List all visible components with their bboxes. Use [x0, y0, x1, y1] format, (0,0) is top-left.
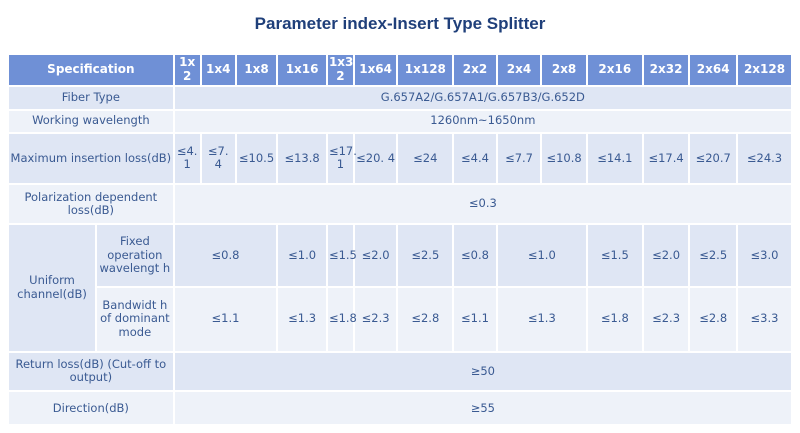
header-cell: 1x3 2: [325, 52, 355, 88]
table-row: Working wavelength 1260nm~1650nm: [7, 108, 794, 134]
header-cell: 2x32: [641, 52, 691, 88]
row-label: Return loss(dB) (Cut-off to output): [7, 350, 175, 393]
table-cell: 1260nm~1650nm: [172, 108, 794, 134]
table-cell: ≤24: [396, 131, 455, 185]
table-row: Uniform channel(dB) Fixed operation wave…: [6, 222, 793, 353]
header-cell: 2x8: [540, 52, 588, 88]
table-cell: ≤2.8: [688, 285, 739, 353]
sub-row-label: Fixed operation wavelengt h: [95, 222, 175, 288]
table-cell: ≤14.1: [585, 131, 644, 185]
header-cell: 1x128: [396, 52, 455, 88]
table-cell: ≤1.0: [276, 222, 328, 288]
table-cell: ≤7. 4: [199, 131, 237, 185]
header-cell: 2x4: [495, 52, 543, 88]
table-cell: ≤1.8: [585, 285, 644, 353]
header-cell: 1x16: [276, 52, 328, 88]
table-row: Fiber Type G.657A2/G.657A1/G.657B3/G.652…: [7, 85, 794, 111]
table-cell: ≤0.3: [172, 182, 794, 225]
table-cell: ≤17. 1: [325, 131, 357, 185]
row-label: Polarization dependent loss(dB): [7, 182, 175, 225]
spec-table: Specification 1x 2 1x4 1x8 1x16 1x3 2 1x…: [6, 52, 794, 426]
table-cell: ≤1.3: [276, 285, 328, 353]
header-cell: 2x128: [736, 52, 793, 88]
table-row: Polarization dependent loss(dB) ≤0.3: [7, 182, 794, 225]
table-cell: ≤10.8: [540, 131, 588, 185]
table-cell: ≤17.4: [641, 131, 691, 185]
table-cell: ≤24.3: [736, 131, 793, 185]
header-cell: 1x64: [352, 52, 399, 88]
row-label: Direction(dB): [7, 390, 175, 426]
table-cell: ≥50: [172, 350, 794, 393]
header-cell: Specification: [7, 52, 175, 88]
header-cell: 1x8: [234, 52, 279, 88]
row-label: Uniform channel(dB): [6, 222, 98, 353]
table-cell: ≤2.8: [396, 285, 455, 353]
table-cell: ≤2.3: [352, 285, 399, 353]
table-cell: ≤1.5: [585, 222, 644, 288]
table-cell: ≤2.5: [396, 222, 455, 288]
table-cell: ≤1.0: [495, 222, 588, 288]
table-cell: ≤2.0: [641, 222, 691, 288]
table-cell: ≤3.0: [736, 222, 793, 288]
table-cell: ≤2.0: [352, 222, 399, 288]
table-cell: ≤0.8: [452, 222, 498, 288]
table-row: Maximum insertion loss(dB) ≤4. 1 ≤7. 4 ≤…: [7, 131, 793, 185]
table-cell: G.657A2/G.657A1/G.657B3/G.652D: [172, 85, 794, 111]
header-cell: 2x16: [585, 52, 644, 88]
table-cell: ≤20. 4: [352, 131, 399, 185]
table-row: Return loss(dB) (Cut-off to output) ≥50: [7, 350, 794, 393]
table-cell: ≥55: [172, 390, 794, 426]
header-cell: 1x4: [199, 52, 237, 88]
table-cell: ≤1.3: [495, 285, 588, 353]
table-cell: ≤1.8: [325, 285, 357, 353]
header-cell: 1x 2: [172, 52, 202, 88]
table-cell: ≤4. 1: [172, 131, 202, 185]
header-row: Specification 1x 2 1x4 1x8 1x16 1x3 2 1x…: [7, 52, 793, 88]
row-label: Maximum insertion loss(dB): [7, 131, 175, 185]
page-title: Parameter index-Insert Type Splitter: [254, 14, 546, 33]
table-row: Bandwidt h of dominant mode ≤1.1 ≤1.3 ≤1…: [8, 285, 793, 353]
table-cell: ≤1.5: [325, 222, 357, 288]
header-cell: 2x2: [452, 52, 498, 88]
table-cell: ≤7.7: [495, 131, 543, 185]
table-cell: ≤10.5: [234, 131, 279, 185]
table-cell: ≤4.4: [452, 131, 498, 185]
table-cell: ≤3.3: [736, 285, 793, 353]
row-label: Working wavelength: [7, 108, 175, 134]
table-cell: ≤2.5: [688, 222, 739, 288]
table-cell: ≤0.8: [172, 222, 279, 288]
table-cell: ≤20.7: [688, 131, 739, 185]
row-label: Fiber Type: [7, 85, 175, 111]
header-cell: 2x64: [688, 52, 739, 88]
table-row: Direction(dB) ≥55: [7, 390, 794, 426]
table-cell: ≤2.3: [641, 285, 691, 353]
table-cell: ≤13.8: [276, 131, 328, 185]
table-cell: ≤1.1: [452, 285, 498, 353]
sub-row-label: Bandwidt h of dominant mode: [95, 285, 175, 353]
table-cell: ≤1.1: [172, 285, 279, 353]
